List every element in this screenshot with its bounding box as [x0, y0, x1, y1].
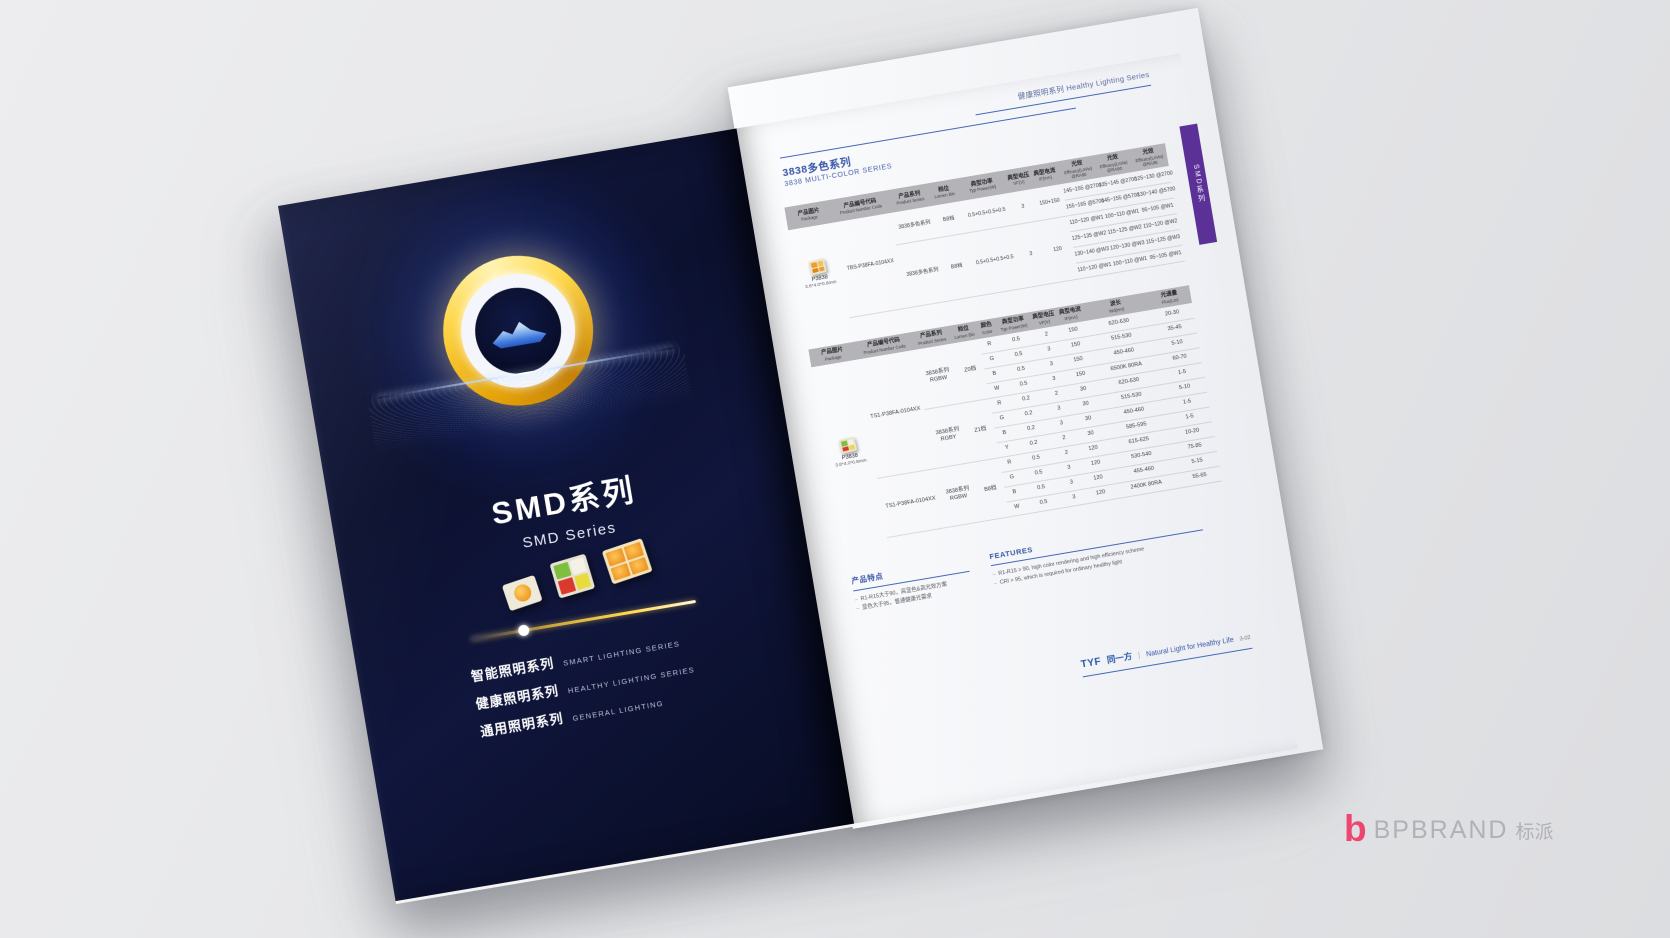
open-pages: SMD系列 SMD Series 智能照明系列 SMART LIGHTING S…	[278, 53, 1298, 905]
led-chip-rgbw-icon	[549, 553, 596, 599]
table-cell: TS1-P38FA-0104XX	[877, 468, 945, 538]
table-cell: 3	[1059, 488, 1089, 508]
bpbrand-logo-icon: b	[1344, 808, 1367, 849]
brochure-spread: SMD系列 SMD Series 智能照明系列 SMART LIGHTING S…	[278, 7, 1324, 905]
series-label-zh: 智能照明系列	[469, 655, 556, 685]
features-en: FEATURES – R1-R15 > 90, high color rende…	[988, 516, 1207, 590]
section-rule	[779, 107, 1076, 159]
table-cell: W	[1006, 498, 1028, 517]
series-label-zh: 通用照明系列	[479, 710, 565, 740]
table-cell: 120	[1086, 483, 1116, 503]
quad-orange-icon	[808, 257, 828, 276]
tyf-logo: TYF	[1080, 656, 1103, 671]
series-list: 智能照明系列 SMART LIGHTING SERIES 健康照明系列 HEAL…	[469, 630, 702, 750]
multicolor-spec-table-2: 产品图片 Package 产品编号代码 Product Number Code 产品系列…	[808, 285, 1222, 545]
page-footer: TYF 同一方 | Natural Light for Healthy Life…	[1079, 629, 1253, 678]
bullet-dash: –	[855, 605, 860, 612]
quad-rgbw-icon	[838, 436, 858, 454]
led-chip-quad-orange-icon	[601, 537, 653, 585]
bpbrand-name-zh: 标派	[1515, 822, 1554, 843]
series-label-en: GENERAL LIGHTING	[571, 698, 665, 723]
bpbrand-name: BPBRAND	[1373, 816, 1509, 844]
doc-header-zh: 健康照明系列	[1017, 84, 1065, 102]
features-zh: 产品特点 – R1-R15大于90，高显色&高光效方案 – 显色大于95，普通健…	[850, 555, 974, 613]
doc-header-en: Healthy Lighting Series	[1065, 69, 1150, 93]
bullet-dash: –	[993, 580, 998, 587]
led-chip-3030-icon	[501, 574, 543, 611]
tyf-logo-zh: 同一方	[1106, 650, 1134, 666]
footer-tagline: Natural Light for Healthy Life	[1145, 636, 1235, 659]
footer-divider: |	[1137, 650, 1141, 660]
page-number: 3-02	[1239, 634, 1252, 643]
slider-knob	[517, 624, 531, 637]
bpbrand-watermark: b BPBRAND 标派	[1344, 808, 1554, 849]
series-label-zh: 健康照明系列	[474, 683, 560, 712]
